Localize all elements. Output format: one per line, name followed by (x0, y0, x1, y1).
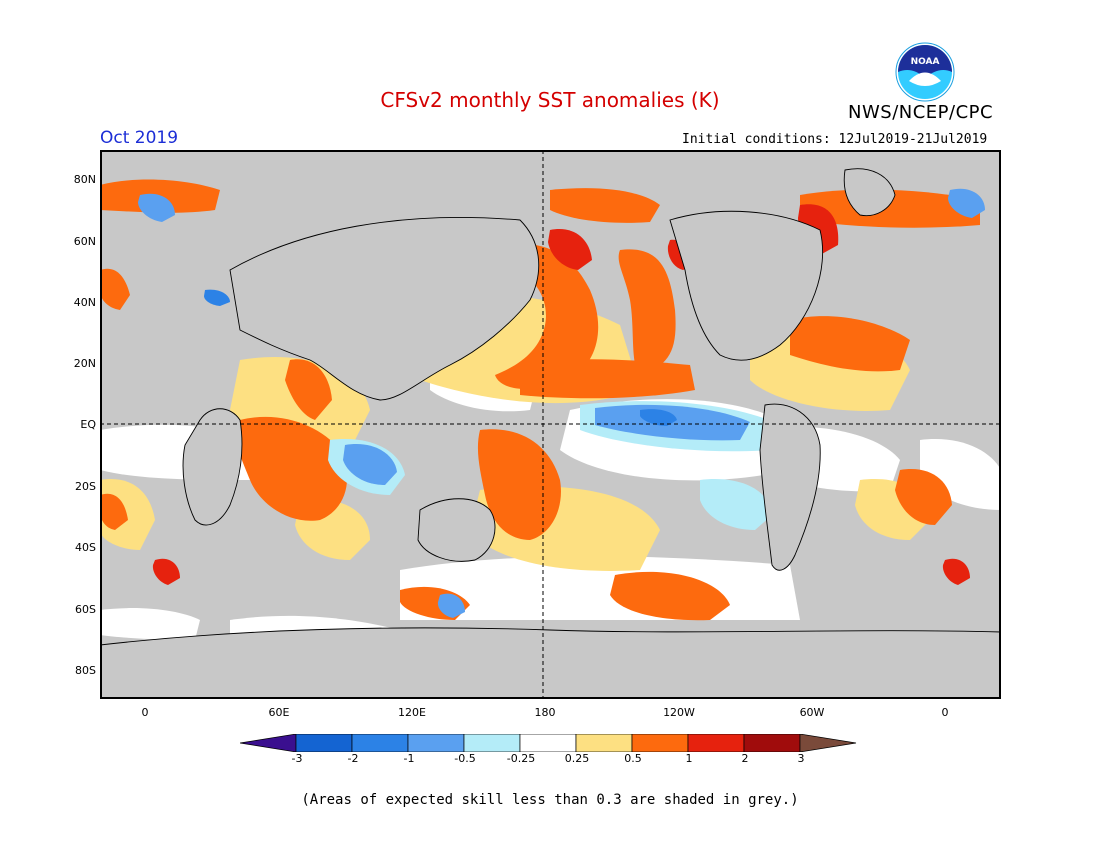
lat-label: 40N (73, 296, 96, 309)
colorbar-swatch-max (799, 733, 857, 753)
greenland-land (843, 168, 896, 217)
forecast-period: Oct 2019 (100, 128, 179, 148)
colorbar-tick: 3 (797, 752, 805, 765)
colorbar-tick: -2 (347, 752, 359, 765)
noaa-logo: NOAA (895, 42, 955, 102)
colorbar-swatch-min (239, 733, 297, 753)
lat-label: 60S (75, 603, 96, 616)
colorbar (239, 733, 860, 753)
lat-label: 80N (73, 173, 96, 186)
skill-note: (Areas of expected skill less than 0.3 a… (301, 792, 799, 808)
colorbar-swatch (631, 733, 689, 753)
lat-label: EQ (80, 418, 96, 431)
lat-label: 80S (75, 664, 96, 677)
asia-land (229, 217, 540, 401)
lat-label: 20N (73, 357, 96, 370)
colorbar-tick: 2 (741, 752, 749, 765)
colorbar-tick: 0.5 (624, 752, 642, 765)
lon-label: 0 (141, 706, 149, 719)
colorbar-swatch (295, 733, 353, 753)
lat-label: 20S (75, 480, 96, 493)
australia-land (417, 498, 496, 562)
colorbar-tick: 1 (685, 752, 693, 765)
colorbar-swatch (407, 733, 465, 753)
antarctica-land (99, 627, 1002, 700)
south-america-land (759, 403, 821, 571)
colorbar-tick: -3 (291, 752, 303, 765)
map-canvas (99, 150, 1002, 700)
continents (99, 168, 1002, 700)
colorbar-swatch (687, 733, 745, 753)
north-america-land (669, 210, 824, 361)
lat-label: 60N (73, 235, 96, 248)
colorbar-tick: 0.25 (564, 752, 590, 765)
colorbar-swatch (575, 733, 633, 753)
africa-land (182, 408, 243, 526)
colorbar-swatch (519, 733, 577, 753)
chart-title: CFSv2 monthly SST anomalies (K) (380, 88, 720, 112)
colorbar-tick: -1 (403, 752, 415, 765)
colorbar-tick: -0.25 (506, 752, 536, 765)
colorbar-swatch (351, 733, 409, 753)
lon-label: 60E (268, 706, 290, 719)
colorbar-swatch (463, 733, 521, 753)
lon-label: 120W (663, 706, 695, 719)
map-frame (100, 150, 1001, 699)
logo-text: NOAA (911, 57, 940, 67)
lon-label: 0 (941, 706, 949, 719)
colorbar-swatches (239, 733, 857, 753)
lon-label: 60W (799, 706, 825, 719)
lon-label: 180 (534, 706, 556, 719)
lon-label: 120E (398, 706, 426, 719)
lat-label: 40S (75, 541, 96, 554)
strong-cool-anomalies (204, 289, 677, 426)
sst-anomaly-map (99, 150, 1002, 700)
agency-label: NWS/NCEP/CPC (848, 102, 994, 123)
colorbar-tick: -0.5 (454, 752, 476, 765)
colorbar-swatch (743, 733, 801, 753)
initial-conditions: Initial conditions: 12Jul2019-21Jul2019 (682, 132, 988, 147)
